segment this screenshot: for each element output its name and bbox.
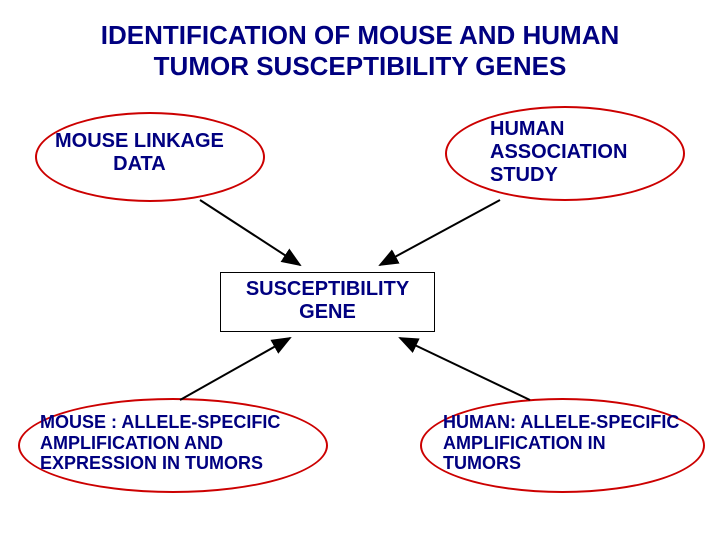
mouse-allele-line2: AMPLIFICATION AND [40,433,223,453]
human-allele-line3: TUMORS [443,453,521,473]
human-allele-line2: AMPLIFICATION IN [443,433,606,453]
human-assoc-line1: HUMAN [490,118,564,140]
node-human-assoc: HUMAN ASSOCIATION STUDY [490,118,627,187]
node-human-allele: HUMAN: ALLELE-SPECIFIC AMPLIFICATION IN … [443,412,679,474]
susc-gene-line2: GENE [299,301,356,323]
title-line1: IDENTIFICATION OF MOUSE AND HUMAN [101,20,620,50]
arrow [180,338,290,400]
mouse-linkage-line1: MOUSE LINKAGE [55,130,224,152]
page-title: IDENTIFICATION OF MOUSE AND HUMAN TUMOR … [0,20,720,82]
mouse-allele-line1: MOUSE : ALLELE-SPECIFIC [40,412,280,432]
human-allele-line1: HUMAN: ALLELE-SPECIFIC [443,412,679,432]
arrow [400,338,530,400]
title-line2: TUMOR SUSCEPTIBILITY GENES [154,51,567,81]
susc-gene-line1: SUSCEPTIBILITY [246,278,409,300]
mouse-allele-line3: EXPRESSION IN TUMORS [40,453,263,473]
mouse-linkage-line2: DATA [55,153,224,176]
arrow [380,200,500,265]
node-mouse-allele: MOUSE : ALLELE-SPECIFIC AMPLIFICATION AN… [40,412,280,474]
node-mouse-linkage: MOUSE LINKAGE DATA [55,130,224,176]
human-assoc-line2: ASSOCIATION [490,141,627,163]
human-assoc-line3: STUDY [490,164,558,186]
arrow [200,200,300,265]
node-susc-gene: SUSCEPTIBILITY GENE [220,278,435,324]
